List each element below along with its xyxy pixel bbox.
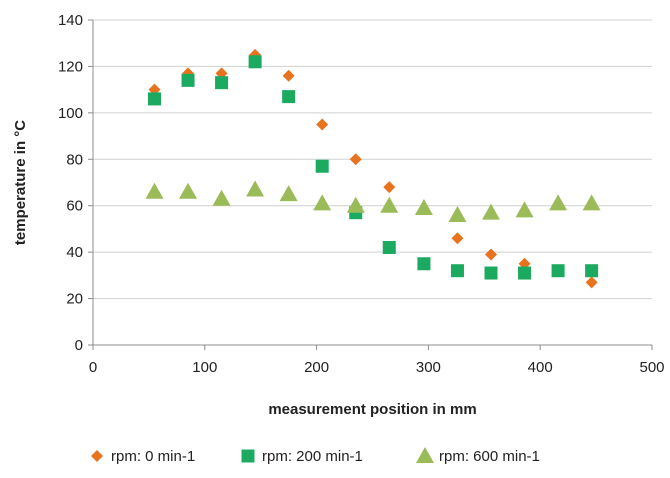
x-tick-label: 500	[639, 359, 664, 376]
y-tick-label: 120	[58, 58, 83, 75]
y-tick-label: 20	[66, 291, 83, 308]
data-point-triangle	[549, 194, 568, 211]
data-point-triangle	[582, 194, 601, 211]
legend-item-square: rpm: 200 min-1	[241, 448, 363, 465]
data-point-diamond	[485, 248, 498, 261]
data-point-square	[585, 264, 599, 278]
legend-label: rpm: 0 min-1	[111, 448, 195, 465]
y-tick-label: 80	[66, 151, 83, 168]
x-axis-title: measurement position in mm	[268, 401, 476, 418]
data-point-triangle	[179, 182, 198, 199]
data-point-triangle	[515, 201, 534, 218]
data-point-square	[215, 76, 229, 90]
legend: rpm: 0 min-1 rpm: 200 min-1 rpm: 600 min-1	[91, 447, 540, 465]
data-point-triangle	[279, 185, 298, 202]
data-point-square	[484, 266, 498, 280]
grid-lines	[93, 19, 652, 300]
data-point-square	[147, 92, 161, 106]
data-point-diamond	[451, 232, 464, 245]
legend-item-diamond: rpm: 0 min-1	[91, 448, 195, 465]
x-tick-label: 400	[528, 359, 553, 376]
data-point-triangle	[346, 196, 365, 213]
x-tick-label: 300	[416, 359, 441, 376]
data-point-triangle	[246, 180, 265, 197]
legend-item-triangle: rpm: 600 min-1	[416, 447, 540, 465]
data-point-square	[248, 55, 262, 69]
data-series	[145, 48, 601, 289]
data-point-triangle	[448, 206, 467, 222]
data-point-triangle	[482, 203, 501, 220]
data-point-triangle	[313, 194, 332, 211]
data-point-square	[315, 159, 329, 173]
legend-marker-square	[241, 449, 255, 463]
data-point-square	[282, 90, 296, 104]
y-tick-label: 140	[58, 12, 83, 29]
x-tick-label: 100	[192, 359, 217, 376]
data-point-square	[382, 241, 396, 254]
data-point-triangle	[380, 196, 399, 213]
y-tick-label: 0	[75, 337, 83, 354]
series-triangle	[145, 180, 601, 222]
data-point-square	[518, 266, 532, 280]
data-point-triangle	[212, 189, 231, 206]
y-tick-label: 100	[58, 105, 83, 122]
y-tick-label: 40	[66, 244, 83, 261]
legend-label: rpm: 200 min-1	[262, 448, 363, 465]
data-point-triangle	[145, 182, 164, 199]
x-tick-label: 0	[89, 359, 97, 376]
y-axis-title: temperature in °C	[12, 120, 29, 245]
series-square	[147, 55, 599, 280]
data-point-diamond	[383, 181, 396, 194]
data-point-square	[417, 257, 431, 271]
x-tick-label: 200	[304, 359, 329, 376]
legend-marker-triangle	[416, 447, 434, 463]
data-point-triangle	[414, 199, 433, 216]
data-point-diamond	[282, 69, 295, 82]
axes	[88, 19, 653, 350]
data-point-square	[551, 264, 565, 278]
y-tick-label: 60	[66, 198, 83, 215]
data-point-diamond	[316, 118, 329, 131]
data-point-diamond	[349, 153, 362, 166]
data-point-square	[181, 73, 195, 87]
data-point-square	[450, 264, 464, 278]
legend-label: rpm: 600 min-1	[439, 448, 540, 465]
legend-marker-diamond	[91, 450, 103, 462]
data-point-diamond	[585, 276, 598, 289]
tick-labels: 0 20 40 60 80 100 120 140 0 100 200 300 400 500	[58, 12, 665, 376]
